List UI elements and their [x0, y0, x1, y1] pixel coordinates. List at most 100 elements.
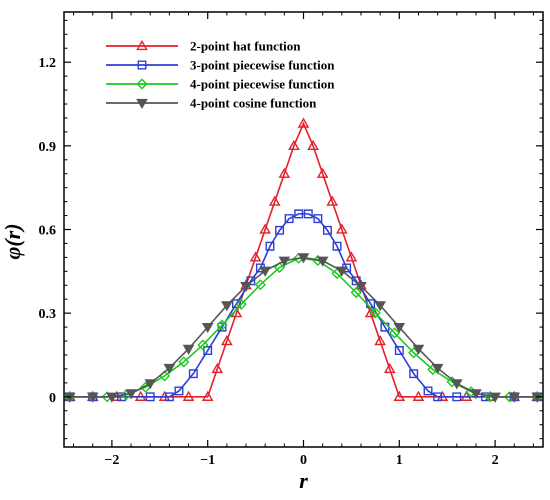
data-point: [216, 319, 228, 331]
data-point: [221, 335, 233, 346]
data-point: [273, 261, 286, 274]
data-point: [412, 390, 425, 401]
data-point: [332, 241, 342, 251]
data-point: [268, 195, 281, 206]
data-point: [423, 386, 433, 396]
data-point: [221, 301, 233, 312]
data-point: [86, 392, 99, 403]
data-point: [249, 251, 262, 262]
data-point: [409, 369, 419, 379]
data-point: [374, 301, 386, 312]
y-tick-label: 1.2: [39, 56, 57, 71]
data-point: [259, 223, 271, 234]
series-line: [69, 257, 538, 398]
data-point: [294, 209, 304, 219]
legend-entry: 4-point cosine function: [106, 96, 317, 111]
legend-label: 2-point hat function: [190, 39, 301, 54]
data-point: [393, 390, 406, 401]
data-point: [288, 139, 300, 150]
series-4: [63, 253, 544, 403]
data-point: [106, 392, 118, 403]
data-point: [316, 167, 329, 178]
data-point: [297, 117, 310, 128]
x-tick-label: 1: [396, 453, 403, 468]
data-point: [144, 379, 157, 390]
legend-label: 4-point piecewise function: [190, 77, 335, 92]
data-point: [412, 344, 425, 355]
data-point: [278, 167, 291, 178]
axes: −2 −1 0 1 2 0 0.3 0.6 0.9 1.2: [39, 11, 544, 468]
legend-marker: [137, 60, 147, 70]
data-point: [336, 266, 348, 277]
data-point: [383, 362, 396, 374]
legend-marker: [136, 39, 148, 51]
data-point: [297, 253, 310, 264]
legend-entry: 4-point piecewise function: [106, 77, 335, 92]
data-point: [174, 386, 184, 396]
data-point: [355, 281, 367, 293]
data-point: [235, 298, 247, 310]
data-point: [182, 390, 195, 401]
data-point: [394, 346, 404, 355]
data-point: [508, 392, 521, 403]
data-point: [240, 281, 252, 293]
data-point: [489, 392, 501, 403]
data-point: [450, 379, 463, 390]
data-point: [201, 322, 214, 334]
x-tick-label: 0: [300, 453, 307, 468]
data-point: [254, 279, 266, 291]
data-point: [211, 362, 224, 374]
x-axis-title: r: [299, 468, 308, 493]
data-point: [163, 363, 176, 375]
data-point: [345, 251, 358, 262]
data-point: [307, 139, 319, 150]
legend-marker: [136, 78, 148, 90]
data-point: [452, 392, 462, 402]
legend-label: 4-point cosine function: [190, 96, 317, 111]
data-point: [433, 392, 443, 402]
legend: 2-point hat function 3-point piecewise fu…: [106, 39, 335, 111]
data-point: [201, 390, 214, 401]
series-2: [65, 209, 542, 402]
plot-area: [63, 117, 544, 403]
data-point: [145, 392, 155, 402]
data-point: [322, 225, 332, 235]
data-point: [278, 256, 291, 267]
data-point: [313, 214, 323, 224]
y-tick-label: 0.3: [39, 307, 57, 322]
data-point: [182, 344, 195, 355]
legend-entry: 2-point hat function: [106, 39, 301, 54]
data-point: [336, 223, 348, 234]
series-line: [69, 213, 538, 398]
data-point: [284, 214, 294, 224]
data-point: [393, 322, 406, 334]
data-point: [188, 369, 198, 379]
data-point: [470, 389, 482, 400]
series-line: [69, 256, 538, 398]
data-point: [369, 307, 381, 319]
y-axis-title: φ(r): [0, 223, 25, 259]
data-point: [431, 363, 444, 375]
data-point: [275, 225, 285, 235]
data-point: [350, 286, 362, 299]
data-point: [303, 209, 313, 219]
data-point: [178, 356, 190, 368]
legend-marker: [136, 98, 148, 110]
x-tick-label: −1: [200, 453, 215, 468]
data-point: [164, 392, 174, 402]
data-point: [125, 389, 137, 400]
data-point: [265, 241, 275, 251]
series-3: [64, 252, 543, 403]
y-tick-label: 0.9: [39, 140, 57, 155]
series-line: [69, 121, 538, 398]
data-point: [364, 307, 377, 318]
data-point: [197, 339, 209, 351]
legend-label: 3-point piecewise function: [190, 58, 335, 73]
data-point: [203, 346, 213, 355]
data-point: [374, 335, 386, 346]
legend-entry: 3-point piecewise function: [106, 58, 335, 73]
data-point: [388, 327, 401, 339]
y-tick-label: 0: [49, 391, 56, 406]
